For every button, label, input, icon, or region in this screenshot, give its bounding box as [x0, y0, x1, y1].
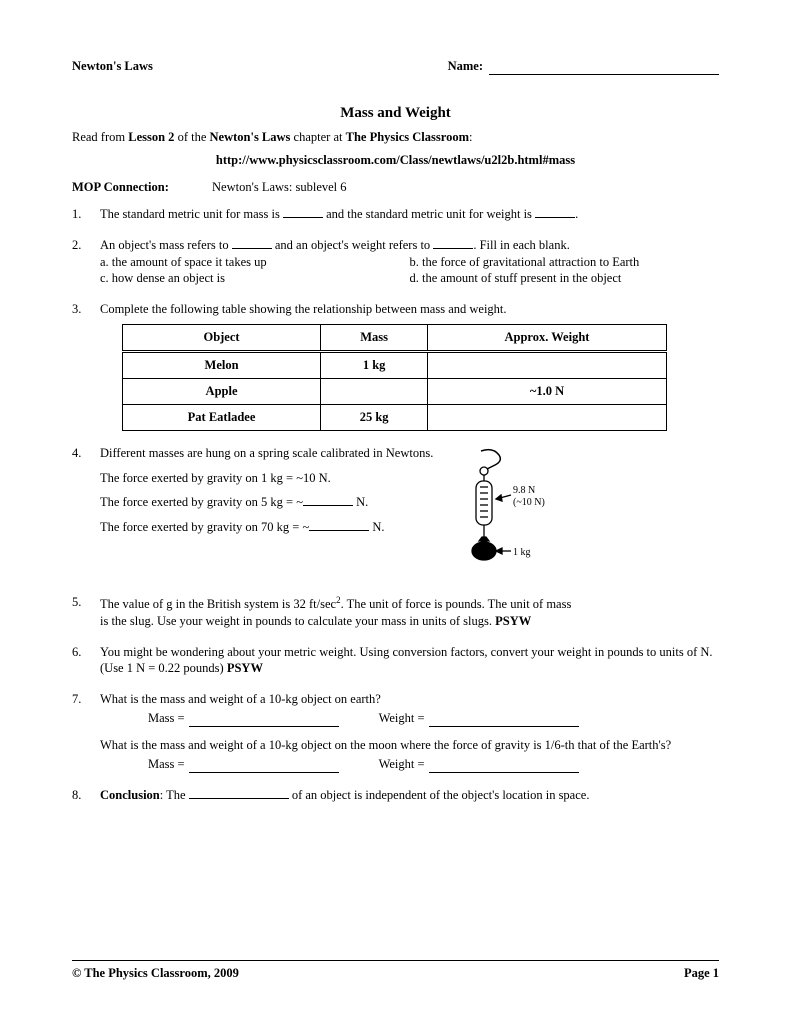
fill-blank[interactable]	[429, 715, 579, 727]
th-weight: Approx. Weight	[428, 325, 667, 352]
name-field: Name:	[448, 58, 719, 75]
worksheet-title: Mass and Weight	[72, 103, 719, 123]
psyw-label: PSYW	[227, 661, 263, 675]
q7-line: What is the mass and weight of a 10-kg o…	[100, 691, 719, 708]
svg-label: 1 kg	[513, 547, 531, 558]
question-1: The standard metric unit for mass is and…	[72, 206, 719, 223]
mass-weight-table: Object Mass Approx. Weight Melon 1 kg Ap…	[122, 324, 667, 431]
table-row: Melon 1 kg	[123, 352, 667, 379]
q7-answer-row: Mass = Weight =	[148, 710, 719, 727]
question-2: An object's mass refers to and an object…	[72, 237, 719, 288]
fill-blank[interactable]	[433, 237, 473, 249]
mass-label: Mass =	[148, 756, 185, 773]
q2-choice-a: a. the amount of space it takes up	[100, 254, 410, 271]
intro-text: of the	[174, 130, 209, 144]
q2-text: An object's mass refers to	[100, 238, 232, 252]
question-3: Complete the following table showing the…	[72, 301, 719, 430]
th-mass: Mass	[321, 325, 428, 352]
cell-object: Pat Eatladee	[123, 404, 321, 430]
q2-choice-d: d. the amount of stuff present in the ob…	[410, 270, 720, 287]
fill-blank[interactable]	[232, 237, 272, 249]
intro-lesson: Lesson 2	[128, 130, 174, 144]
q1-text: .	[575, 207, 578, 221]
intro-text: chapter at	[290, 130, 345, 144]
mop-value: Newton's Laws: sublevel 6	[212, 180, 347, 194]
q2-choice-c: c. how dense an object is	[100, 270, 410, 287]
intro-text: :	[469, 130, 472, 144]
q2-text: . Fill in each blank.	[473, 238, 570, 252]
q4-line: N.	[353, 495, 368, 509]
q4-line: The force exerted by gravity on 1 kg = ~…	[100, 470, 433, 487]
table-row: Pat Eatladee 25 kg	[123, 404, 667, 430]
fill-blank[interactable]	[189, 761, 339, 773]
th-object: Object	[123, 325, 321, 352]
psyw-label: PSYW	[495, 614, 531, 628]
svg-label: (~10 N)	[513, 497, 545, 508]
cell-object: Melon	[123, 352, 321, 379]
intro-text: Read from	[72, 130, 128, 144]
q4-text-block: Different masses are hung on a spring sc…	[100, 445, 433, 545]
page-header: Newton's Laws Name:	[72, 58, 719, 75]
table-row: Apple ~1.0 N	[123, 378, 667, 404]
svg-label: 9.8 N	[513, 485, 535, 496]
q4-line: Different masses are hung on a spring sc…	[100, 445, 433, 462]
cell-weight[interactable]	[428, 404, 667, 430]
name-label: Name:	[448, 58, 483, 75]
fill-blank[interactable]	[309, 519, 369, 531]
intro-line: Read from Lesson 2 of the Newton's Laws …	[72, 129, 719, 146]
question-list: The standard metric unit for mass is and…	[72, 206, 719, 804]
topic-label: Newton's Laws	[72, 58, 153, 75]
q7-answer-row: Mass = Weight =	[148, 756, 719, 773]
question-5: The value of g in the British system is …	[72, 594, 719, 630]
weight-label: Weight =	[379, 710, 425, 727]
worksheet-page: Newton's Laws Name: Mass and Weight Read…	[0, 0, 791, 1024]
q6-text: You might be wondering about your metric…	[100, 645, 713, 676]
page-footer: © The Physics Classroom, 2009 Page 1	[72, 960, 719, 982]
intro-chapter: Newton's Laws	[210, 130, 291, 144]
page-number: Page 1	[684, 965, 719, 982]
fill-blank[interactable]	[535, 206, 575, 218]
intro-site: The Physics Classroom	[346, 130, 469, 144]
fill-blank[interactable]	[429, 761, 579, 773]
spring-scale-icon: 9.8 N (~10 N) 1 kg	[451, 445, 571, 580]
q2-text: and an object's weight refers to	[272, 238, 434, 252]
cell-mass: 1 kg	[321, 352, 428, 379]
q8-conclusion: Conclusion	[100, 788, 160, 802]
q3-prompt: Complete the following table showing the…	[100, 301, 719, 318]
mass-label: Mass =	[148, 710, 185, 727]
reference-url: http://www.physicsclassroom.com/Class/ne…	[72, 152, 719, 169]
fill-blank[interactable]	[189, 787, 289, 799]
copyright: © The Physics Classroom, 2009	[72, 965, 239, 982]
q8-text: : The	[160, 788, 189, 802]
q8-text: of an object is independent of the objec…	[289, 788, 590, 802]
fill-blank[interactable]	[303, 494, 353, 506]
cell-object: Apple	[123, 378, 321, 404]
q5-text: The value of g in the British system is …	[100, 597, 336, 611]
mop-connection: MOP Connection: Newton's Laws: sublevel …	[72, 179, 719, 196]
q7-line: What is the mass and weight of a 10-kg o…	[100, 737, 719, 754]
q4-line: The force exerted by gravity on 5 kg = ~	[100, 495, 303, 509]
q2-choices: a. the amount of space it takes up b. th…	[100, 254, 719, 271]
mop-label: MOP Connection:	[72, 180, 169, 194]
fill-blank[interactable]	[189, 715, 339, 727]
cell-weight[interactable]	[428, 352, 667, 379]
weight-label: Weight =	[379, 756, 425, 773]
cell-weight: ~1.0 N	[428, 378, 667, 404]
question-7: What is the mass and weight of a 10-kg o…	[72, 691, 719, 773]
question-6: You might be wondering about your metric…	[72, 644, 719, 678]
cell-mass: 25 kg	[321, 404, 428, 430]
q2-choices: c. how dense an object is d. the amount …	[100, 270, 719, 287]
fill-blank[interactable]	[283, 206, 323, 218]
q1-text: The standard metric unit for mass is	[100, 207, 283, 221]
q4-line: N.	[369, 520, 384, 534]
question-8: Conclusion: The of an object is independ…	[72, 787, 719, 804]
name-blank-line[interactable]	[489, 61, 719, 75]
question-4: Different masses are hung on a spring sc…	[72, 445, 719, 580]
q1-text: and the standard metric unit for weight …	[323, 207, 535, 221]
cell-mass[interactable]	[321, 378, 428, 404]
q4-line: The force exerted by gravity on 70 kg = …	[100, 520, 309, 534]
q2-choice-b: b. the force of gravitational attraction…	[410, 254, 720, 271]
